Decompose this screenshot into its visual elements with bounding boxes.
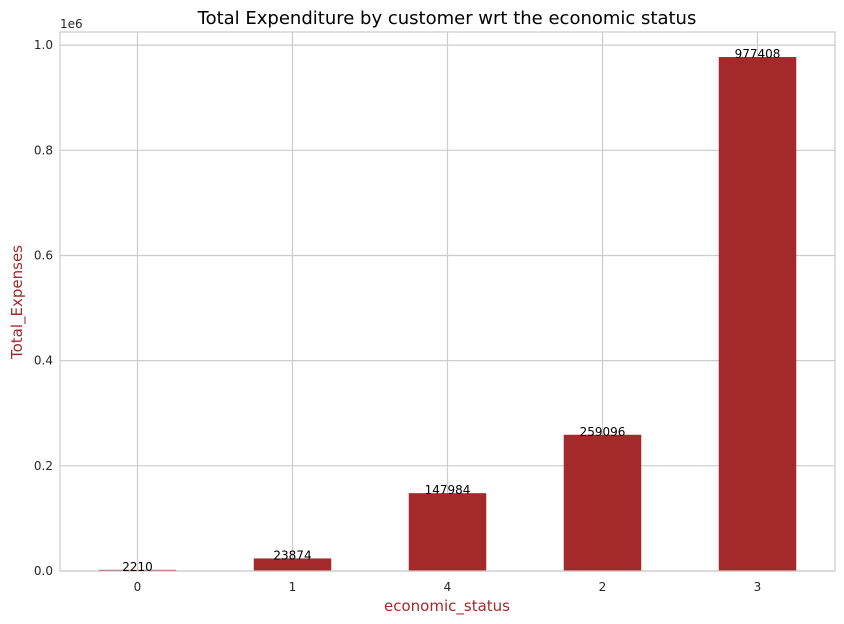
x-tick-label: 2 bbox=[599, 580, 607, 594]
y-tick-label: 0.2 bbox=[34, 459, 53, 473]
y-tick-label: 0.4 bbox=[34, 354, 53, 368]
x-tick-labels: 0 1 4 2 3 bbox=[134, 580, 762, 594]
data-labels: 2210 23874 147984 259096 977408 bbox=[122, 47, 780, 574]
data-label: 23874 bbox=[273, 548, 311, 562]
data-label: 259096 bbox=[580, 425, 626, 439]
x-tick-label: 3 bbox=[754, 580, 762, 594]
x-tick-label: 1 bbox=[289, 580, 297, 594]
data-label: 977408 bbox=[735, 47, 781, 61]
bar-3 bbox=[718, 57, 797, 571]
y-tick-labels: 0.0 0.2 0.4 0.6 0.8 1.0 bbox=[34, 38, 53, 578]
bar-4 bbox=[408, 493, 487, 571]
data-label: 147984 bbox=[425, 483, 471, 497]
y-tick-label: 0.0 bbox=[34, 564, 53, 578]
data-label: 2210 bbox=[122, 560, 153, 574]
x-axis-label: economic_status bbox=[384, 597, 510, 616]
bars bbox=[98, 57, 797, 571]
chart-title: Total Expenditure by customer wrt the ec… bbox=[197, 8, 697, 29]
bar-1 bbox=[253, 558, 332, 571]
bar-2 bbox=[563, 434, 642, 571]
y-tick-label: 0.8 bbox=[34, 143, 53, 157]
x-tick-label: 4 bbox=[444, 580, 452, 594]
y-axis-label: Total_Expenses bbox=[8, 245, 27, 360]
x-tick-label: 0 bbox=[134, 580, 142, 594]
plot-frame bbox=[59, 31, 836, 572]
y-tick-label: 0.6 bbox=[34, 248, 53, 262]
y-tick-label: 1.0 bbox=[34, 38, 53, 52]
y-offset-label: 1e6 bbox=[60, 17, 83, 31]
